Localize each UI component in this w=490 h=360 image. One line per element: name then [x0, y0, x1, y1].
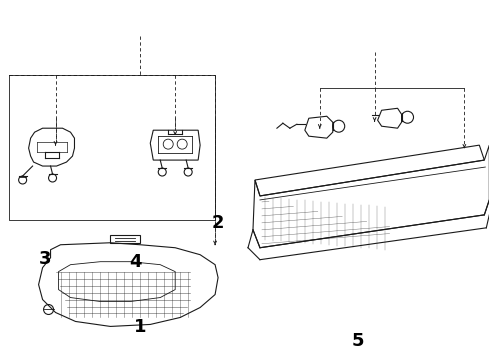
Text: 3: 3	[38, 250, 51, 268]
Text: 1: 1	[134, 318, 146, 336]
Text: 4: 4	[129, 253, 141, 271]
Text: 5: 5	[351, 332, 364, 350]
Text: 2: 2	[212, 214, 224, 232]
